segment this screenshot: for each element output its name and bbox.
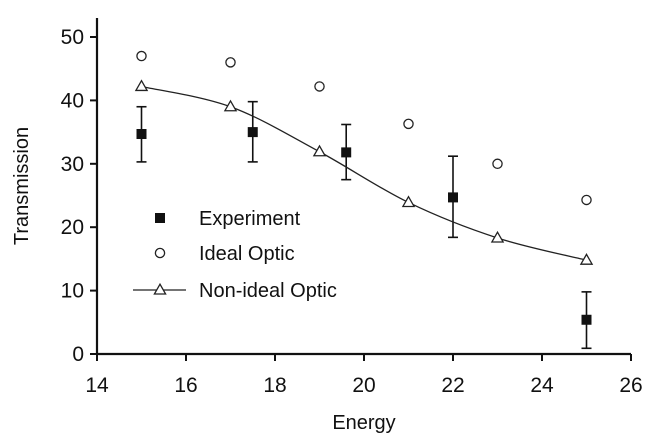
legend-label: Experiment — [199, 208, 301, 230]
data-point-ideal-optic — [314, 81, 325, 92]
x-tick-label: 14 — [85, 374, 109, 397]
legend-label: Non-ideal Optic — [199, 280, 337, 302]
x-tick-label: 18 — [263, 374, 286, 397]
legend-item-non-ideal-optic: Non-ideal Optic — [133, 280, 337, 302]
data-point-ideal-optic — [403, 118, 414, 130]
data-point-non-ideal-optic — [401, 195, 416, 208]
y-tick-label: 20 — [61, 216, 84, 239]
y-tick-label: 40 — [61, 89, 84, 112]
data-point-non-ideal-optic — [579, 253, 594, 265]
series-non-ideal-optic — [134, 79, 594, 265]
legend-marker-ideal-optic — [154, 247, 166, 259]
legend: Experiment Ideal Optic Non-ideal Optic — [133, 208, 337, 302]
data-point-non-ideal-optic — [134, 79, 149, 92]
data-point-non-ideal-optic — [312, 144, 327, 157]
x-tick-label: 24 — [530, 374, 554, 397]
y-tick-label: 30 — [61, 153, 84, 176]
data-point-experiment — [136, 129, 147, 140]
data-point-experiment — [581, 314, 592, 325]
y-axis-title: Transmission — [11, 127, 33, 245]
x-tick-label: 22 — [441, 374, 464, 397]
legend-marker-non-ideal-optic — [153, 282, 167, 295]
data-point-non-ideal-optic — [490, 230, 505, 243]
data-point-experiment — [448, 192, 458, 203]
plot-area — [134, 50, 594, 350]
data-point-ideal-optic — [136, 50, 147, 62]
data-point-ideal-optic — [581, 194, 592, 206]
data-point-experiment — [341, 147, 352, 158]
y-tick-label: 50 — [61, 26, 84, 49]
y-tick-label: 0 — [72, 343, 84, 366]
x-tick-label: 26 — [619, 374, 642, 397]
series-ideal-optic — [136, 50, 592, 206]
ticks: 14 16 18 20 22 24 26 0 10 20 30 40 50 — [61, 26, 643, 397]
legend-item-ideal-optic: Ideal Optic — [154, 243, 295, 265]
x-tick-label: 16 — [174, 374, 197, 397]
x-tick-label: 20 — [352, 374, 375, 397]
series-line-non-ideal-optic — [141, 85, 587, 261]
data-point-ideal-optic — [225, 57, 236, 68]
x-axis-title: Energy — [332, 412, 395, 434]
y-tick-label: 10 — [61, 280, 84, 303]
legend-item-experiment: Experiment — [155, 208, 301, 230]
data-point-experiment — [247, 127, 258, 138]
data-point-ideal-optic — [492, 158, 503, 170]
axes — [95, 18, 631, 356]
legend-marker-experiment — [155, 213, 165, 223]
legend-label: Ideal Optic — [199, 243, 295, 265]
series-experiment — [136, 100, 592, 350]
data-point-non-ideal-optic — [223, 99, 238, 112]
